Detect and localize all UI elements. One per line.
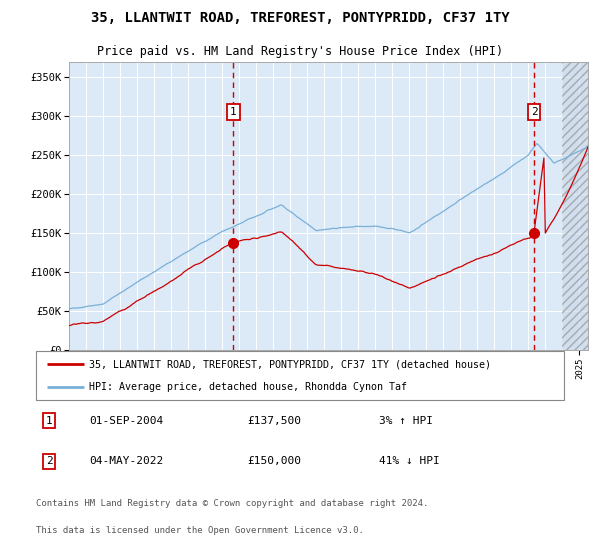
- Polygon shape: [562, 62, 588, 350]
- Text: HPI: Average price, detached house, Rhondda Cynon Taf: HPI: Average price, detached house, Rhon…: [89, 382, 407, 392]
- Text: 35, LLANTWIT ROAD, TREFOREST, PONTYPRIDD, CF37 1TY (detached house): 35, LLANTWIT ROAD, TREFOREST, PONTYPRIDD…: [89, 360, 491, 370]
- FancyBboxPatch shape: [36, 351, 564, 400]
- Text: 1: 1: [46, 416, 53, 426]
- Text: Contains HM Land Registry data © Crown copyright and database right 2024.: Contains HM Land Registry data © Crown c…: [36, 500, 428, 508]
- Text: £150,000: £150,000: [247, 456, 301, 466]
- Text: 01-SEP-2004: 01-SEP-2004: [89, 416, 163, 426]
- Text: 35, LLANTWIT ROAD, TREFOREST, PONTYPRIDD, CF37 1TY: 35, LLANTWIT ROAD, TREFOREST, PONTYPRIDD…: [91, 11, 509, 25]
- Text: 3% ↑ HPI: 3% ↑ HPI: [379, 416, 433, 426]
- Text: 04-MAY-2022: 04-MAY-2022: [89, 456, 163, 466]
- Text: £137,500: £137,500: [247, 416, 301, 426]
- Text: 2: 2: [46, 456, 53, 466]
- Text: 1: 1: [230, 108, 237, 117]
- Text: 2: 2: [531, 108, 538, 117]
- Text: Price paid vs. HM Land Registry's House Price Index (HPI): Price paid vs. HM Land Registry's House …: [97, 45, 503, 58]
- Text: This data is licensed under the Open Government Licence v3.0.: This data is licensed under the Open Gov…: [36, 526, 364, 535]
- Text: 41% ↓ HPI: 41% ↓ HPI: [379, 456, 440, 466]
